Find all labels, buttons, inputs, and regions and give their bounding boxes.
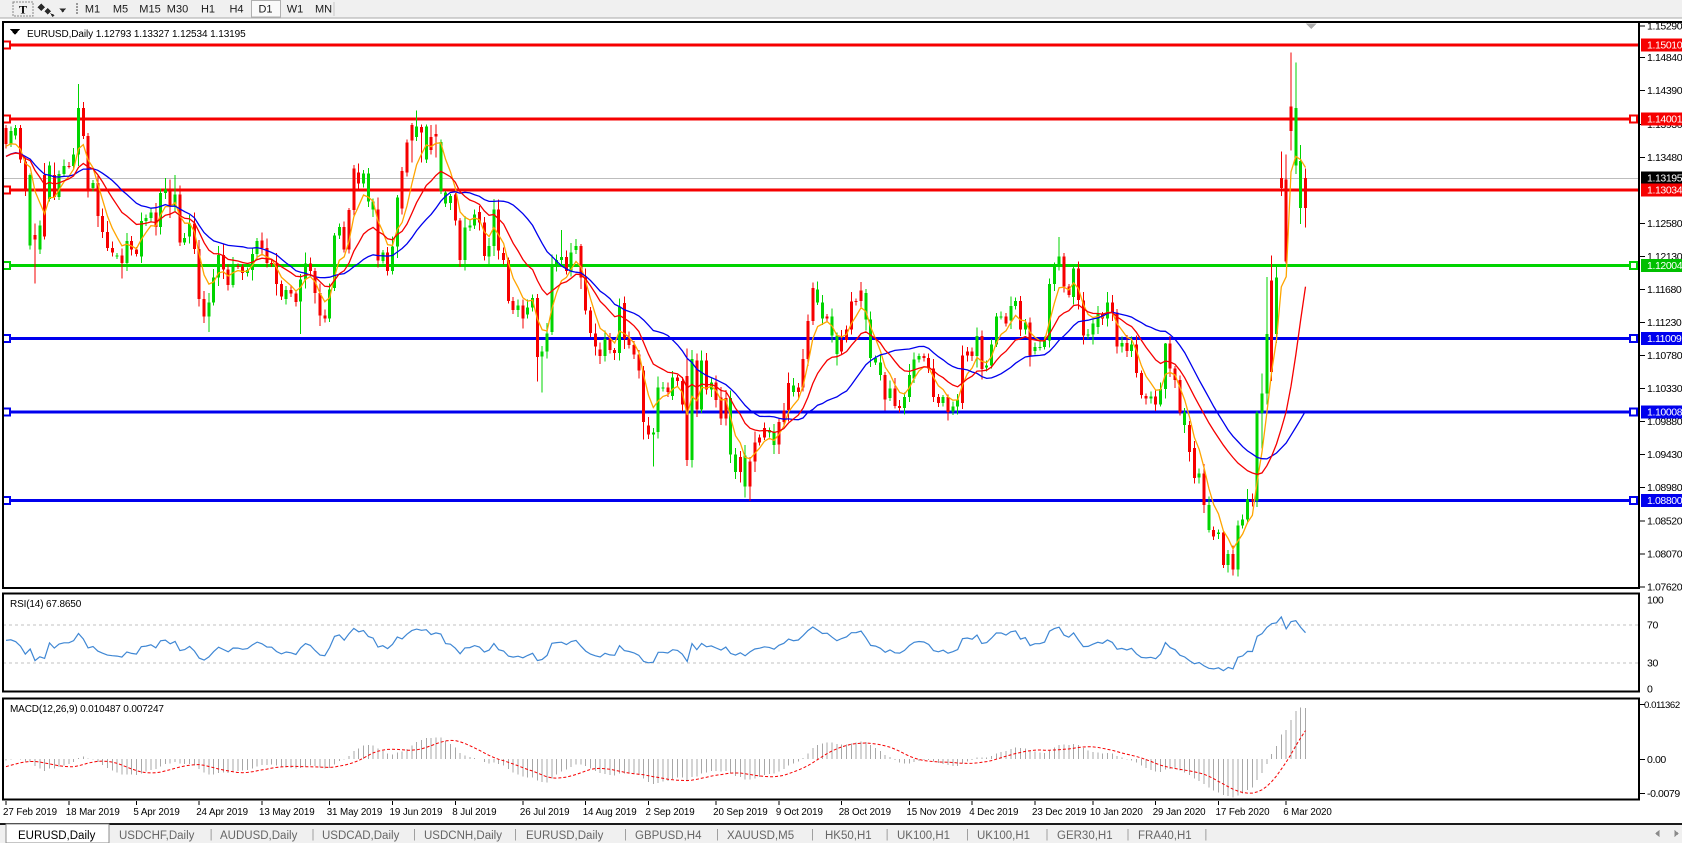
svg-text:1.14390: 1.14390 <box>1647 85 1682 97</box>
svg-text:30: 30 <box>1647 657 1658 669</box>
svg-text:1.13480: 1.13480 <box>1647 152 1682 164</box>
svg-text:17 Feb 2020: 17 Feb 2020 <box>1216 807 1271 818</box>
svg-text:1.11009: 1.11009 <box>1647 333 1682 345</box>
svg-text:0.00: 0.00 <box>1647 754 1666 766</box>
svg-text:USDCAD,Daily: USDCAD,Daily <box>322 830 400 842</box>
svg-text:18 Mar 2019: 18 Mar 2019 <box>66 807 120 818</box>
svg-text:13 May 2019: 13 May 2019 <box>259 807 315 818</box>
svg-text:1.12004: 1.12004 <box>1647 260 1682 272</box>
svg-text:EURUSD,Daily: EURUSD,Daily <box>18 830 96 842</box>
svg-text:GBPUSD,H4: GBPUSD,H4 <box>635 830 702 842</box>
svg-text:23 Dec 2019: 23 Dec 2019 <box>1032 807 1086 818</box>
svg-text:70: 70 <box>1647 620 1658 632</box>
svg-text:XAUUSD,M5: XAUUSD,M5 <box>727 830 794 842</box>
svg-text:1.08520: 1.08520 <box>1647 516 1682 528</box>
svg-text:USDCHF,Daily: USDCHF,Daily <box>119 830 195 842</box>
svg-text:1.11230: 1.11230 <box>1647 317 1682 329</box>
svg-text:1.10780: 1.10780 <box>1647 350 1682 362</box>
svg-text:1.13034: 1.13034 <box>1647 185 1682 197</box>
svg-text:1.15290: 1.15290 <box>1647 21 1682 33</box>
svg-text:H4: H4 <box>229 4 243 16</box>
svg-text:HK50,H1: HK50,H1 <box>825 830 872 842</box>
svg-text:W1: W1 <box>287 4 304 16</box>
svg-text:M1: M1 <box>85 4 100 16</box>
svg-text:19 Jun 2019: 19 Jun 2019 <box>390 807 443 818</box>
svg-text:RSI(14) 67.8650: RSI(14) 67.8650 <box>10 599 82 610</box>
svg-text:|: | <box>312 829 315 841</box>
svg-text:1.09880: 1.09880 <box>1647 416 1682 428</box>
svg-text:|: | <box>716 829 719 841</box>
svg-text:EURUSD,Daily 1.12793 1.13327: EURUSD,Daily 1.12793 1.13327 1.12534 1.1… <box>27 29 246 40</box>
svg-text:1.13195: 1.13195 <box>1647 173 1682 185</box>
svg-text:1.08800: 1.08800 <box>1647 495 1682 507</box>
svg-text:M30: M30 <box>167 4 188 16</box>
svg-text:|: | <box>1127 829 1130 841</box>
svg-text:T: T <box>19 3 27 17</box>
svg-text:24 Apr 2019: 24 Apr 2019 <box>196 807 248 818</box>
svg-text:|: | <box>966 829 969 841</box>
svg-text:1.14840: 1.14840 <box>1647 52 1682 64</box>
svg-text:1.14001: 1.14001 <box>1647 114 1682 126</box>
svg-text:28 Oct 2019: 28 Oct 2019 <box>839 807 891 818</box>
svg-text:|: | <box>1204 829 1207 841</box>
svg-text:UK100,H1: UK100,H1 <box>977 830 1030 842</box>
svg-text:27 Feb 2019: 27 Feb 2019 <box>3 807 57 818</box>
svg-text:-0.0079: -0.0079 <box>1647 788 1680 800</box>
svg-text:1.10008: 1.10008 <box>1647 406 1682 418</box>
svg-text:1.10330: 1.10330 <box>1647 383 1682 395</box>
svg-text:20 Sep 2019: 20 Sep 2019 <box>713 807 767 818</box>
svg-text:8 Jul 2019: 8 Jul 2019 <box>452 807 496 818</box>
svg-text:5 Apr 2019: 5 Apr 2019 <box>133 807 179 818</box>
svg-text:|: | <box>624 829 627 841</box>
svg-text:10 Jan 2020: 10 Jan 2020 <box>1090 807 1143 818</box>
svg-text:M5: M5 <box>113 4 128 16</box>
svg-text:MN: MN <box>315 4 332 16</box>
svg-text:USDCNH,Daily: USDCNH,Daily <box>424 830 502 842</box>
svg-text:0.011362: 0.011362 <box>1644 700 1680 711</box>
svg-text:H1: H1 <box>201 4 215 16</box>
svg-text:EURUSD,Daily: EURUSD,Daily <box>526 830 604 842</box>
svg-text:15 Nov 2019: 15 Nov 2019 <box>906 807 960 818</box>
svg-text:AUDUSD,Daily: AUDUSD,Daily <box>220 830 298 842</box>
svg-text:|: | <box>811 829 814 841</box>
svg-text:1.07620: 1.07620 <box>1647 582 1682 594</box>
svg-text:MACD(12,26,9) 0.010487 0.00724: MACD(12,26,9) 0.010487 0.007247 <box>10 704 164 715</box>
svg-text:D1: D1 <box>258 4 272 16</box>
svg-text:26 Jul 2019: 26 Jul 2019 <box>520 807 570 818</box>
svg-text:29 Jan 2020: 29 Jan 2020 <box>1153 807 1206 818</box>
svg-text:2 Sep 2019: 2 Sep 2019 <box>646 807 695 818</box>
svg-text:1.15010: 1.15010 <box>1647 40 1682 52</box>
svg-text:|: | <box>210 829 213 841</box>
svg-text:0: 0 <box>1647 684 1653 696</box>
svg-text:GER30,H1: GER30,H1 <box>1057 830 1113 842</box>
svg-text:|: | <box>514 829 517 841</box>
svg-text:1.11680: 1.11680 <box>1647 284 1682 296</box>
svg-text:1.08070: 1.08070 <box>1647 549 1682 561</box>
svg-text:100: 100 <box>1647 595 1664 607</box>
svg-text:1.09430: 1.09430 <box>1647 449 1682 461</box>
svg-text:1.12580: 1.12580 <box>1647 218 1682 230</box>
svg-text:|: | <box>413 829 416 841</box>
svg-text:4 Dec 2019: 4 Dec 2019 <box>969 807 1018 818</box>
svg-text:M15: M15 <box>139 4 160 16</box>
svg-text:UK100,H1: UK100,H1 <box>897 830 950 842</box>
svg-text:|: | <box>1046 829 1049 841</box>
svg-text:FRA40,H1: FRA40,H1 <box>1138 830 1192 842</box>
svg-text:|: | <box>886 829 889 841</box>
svg-text:31 May 2019: 31 May 2019 <box>327 807 383 818</box>
svg-text:1.08980: 1.08980 <box>1647 482 1682 494</box>
svg-text:14 Aug 2019: 14 Aug 2019 <box>583 807 637 818</box>
svg-text:6 Mar 2020: 6 Mar 2020 <box>1283 807 1332 818</box>
svg-text:9 Oct 2019: 9 Oct 2019 <box>776 807 823 818</box>
